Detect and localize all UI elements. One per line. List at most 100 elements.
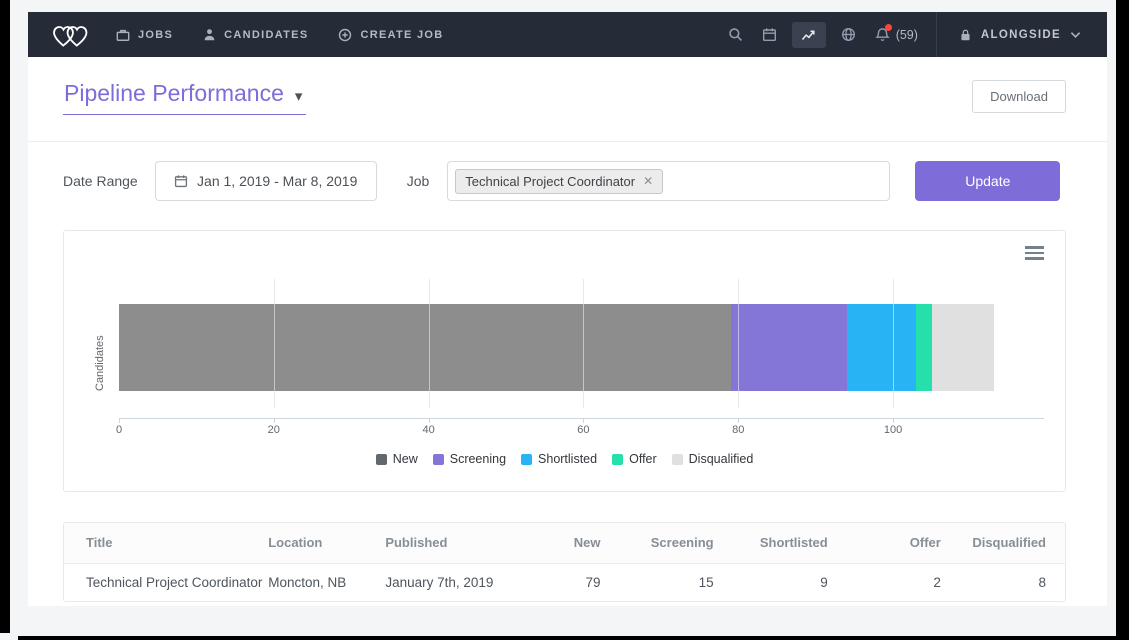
notifications-bell-icon[interactable] xyxy=(874,24,892,42)
job-label: Job xyxy=(406,173,430,189)
remove-tag-icon[interactable]: ✕ xyxy=(643,174,654,188)
alongside-hearts-logo[interactable] xyxy=(50,21,90,48)
bar-segment-offer xyxy=(916,304,932,391)
x-axis-labels: 0 20 40 60 80 100 xyxy=(115,424,1044,438)
globe-icon[interactable] xyxy=(841,27,856,42)
job-tag-label: Technical Project Coordinator xyxy=(465,173,636,189)
app-window: JOBS CANDIDATES CREATE JOB xyxy=(28,12,1107,606)
legend-label: New xyxy=(392,452,418,466)
job-tag-chip: Technical Project Coordinator ✕ xyxy=(455,168,664,194)
page-header: Pipeline Performance ▾ Download xyxy=(63,80,1066,115)
frame-right xyxy=(1116,0,1129,640)
account-menu[interactable]: ALONGSIDE xyxy=(937,12,1107,57)
tick-mark xyxy=(428,419,430,423)
caret-down-icon: ▾ xyxy=(294,87,303,105)
legend-label: Shortlisted xyxy=(538,452,598,466)
frame-bottom xyxy=(18,636,1129,640)
page-title: Pipeline Performance xyxy=(64,80,284,106)
nav-item-label: CREATE JOB xyxy=(360,28,444,41)
tick-label: 0 xyxy=(115,424,123,436)
date-range-label: Date Range xyxy=(63,173,138,189)
column-header-published: Published xyxy=(385,523,516,564)
bar-segment-new xyxy=(119,304,731,391)
report-selector[interactable]: Pipeline Performance ▾ xyxy=(63,80,307,115)
notification-dot xyxy=(884,24,892,31)
table-cell-shortlisted: 9 xyxy=(820,574,828,590)
chart-legend: New Screening Shortlisted Offer Disqualified xyxy=(64,452,1065,466)
briefcase-icon xyxy=(116,29,130,41)
stacked-bar xyxy=(119,304,1044,391)
x-axis-line xyxy=(119,418,1044,423)
header-divider xyxy=(28,141,1107,142)
tick-label: 100 xyxy=(883,424,903,436)
table-cell-offer: 2 xyxy=(933,574,941,590)
legend-item-disqualified[interactable]: Disqualified xyxy=(671,452,754,466)
bar-segment-disqualified xyxy=(931,304,994,391)
legend-label: Screening xyxy=(449,452,507,466)
legend-swatch xyxy=(432,453,444,465)
table-cell-disqualified: 8 xyxy=(1038,574,1046,590)
nav-item-create-job[interactable]: CREATE JOB xyxy=(338,28,443,42)
lock-icon xyxy=(961,29,970,40)
table-cell-title: Technical Project Coordinator xyxy=(86,574,263,590)
notification-count: (59) xyxy=(895,27,918,42)
download-button[interactable]: Download xyxy=(972,80,1066,113)
legend-swatch xyxy=(671,453,683,465)
chevron-down-icon xyxy=(1070,31,1081,38)
nav-item-label: JOBS xyxy=(138,28,174,41)
calendar-icon[interactable] xyxy=(762,27,777,42)
navbar-divider xyxy=(935,12,937,57)
nav-item-jobs[interactable]: JOBS xyxy=(116,28,173,42)
tick-mark xyxy=(583,419,585,423)
column-header-shortlisted: Shortlisted xyxy=(713,523,828,564)
gridline xyxy=(893,304,895,391)
results-table-card: Title Location Published New Screening Shortl… xyxy=(63,522,1066,602)
date-range-input[interactable]: Jan 1, 2019 - Mar 8, 2019 xyxy=(154,161,377,201)
table-cell-location: Moncton, NB xyxy=(268,574,347,590)
table-cell-screening: 15 xyxy=(698,574,714,590)
date-range-value: Jan 1, 2019 - Mar 8, 2019 xyxy=(197,173,358,189)
legend-item-shortlisted[interactable]: Shortlisted xyxy=(521,452,597,466)
job-select-input[interactable]: Technical Project Coordinator ✕ xyxy=(447,161,891,201)
bar-segment-screening xyxy=(730,304,847,391)
navbar-icons: (59) xyxy=(728,21,936,48)
gridline xyxy=(738,304,740,391)
legend-swatch xyxy=(521,453,533,465)
legend-swatch xyxy=(375,453,387,465)
table-cell-new: 79 xyxy=(585,574,601,590)
column-header-screening: Screening xyxy=(600,523,714,564)
tick-label: 60 xyxy=(577,424,590,436)
chart-context-menu-icon[interactable] xyxy=(1025,246,1044,260)
legend-item-offer[interactable]: Offer xyxy=(612,452,657,466)
navbar-left: JOBS CANDIDATES CREATE JOB xyxy=(50,21,474,48)
legend-item-new[interactable]: New xyxy=(375,452,418,466)
gridline xyxy=(428,304,430,391)
plus-circle-icon xyxy=(339,28,352,41)
chart-card: Candidates 0 20 40 60 80 100 New Screening Shor… xyxy=(63,230,1066,492)
search-icon[interactable] xyxy=(728,27,743,42)
table-header-row: Title Location Published New Screening Shortl… xyxy=(64,523,1065,564)
nav-item-label: CANDIDATES xyxy=(224,28,309,41)
table-row: Technical Project Coordinator Moncton, NB… xyxy=(64,563,1065,601)
tick-label: 40 xyxy=(422,424,435,436)
filter-row: Date Range Jan 1, 2019 - Mar 8, 2019 Job… xyxy=(63,161,1061,201)
update-button[interactable]: Update xyxy=(915,161,1061,201)
column-header-title: Title xyxy=(64,523,269,564)
calendar-icon xyxy=(174,175,188,188)
analytics-chart-icon[interactable] xyxy=(791,21,826,48)
gridline xyxy=(273,304,275,391)
table-cell-published: January 7th, 2019 xyxy=(385,574,494,590)
navbar-right: (59) ALONGSIDE xyxy=(728,12,1107,57)
column-header-new: New xyxy=(515,523,601,564)
column-header-disqualified: Disqualified xyxy=(940,523,1065,564)
tick-mark xyxy=(119,419,120,423)
plot-area xyxy=(119,279,1044,408)
legend-item-screening[interactable]: Screening xyxy=(432,452,507,466)
tick-mark xyxy=(893,419,895,423)
nav-item-candidates[interactable]: CANDIDATES xyxy=(203,28,308,41)
legend-label: Disqualified xyxy=(688,452,754,466)
legend-swatch xyxy=(612,453,624,465)
tick-label: 20 xyxy=(267,424,280,436)
legend-label: Offer xyxy=(629,452,657,466)
results-table: Title Location Published New Screening Shortl… xyxy=(64,523,1065,601)
